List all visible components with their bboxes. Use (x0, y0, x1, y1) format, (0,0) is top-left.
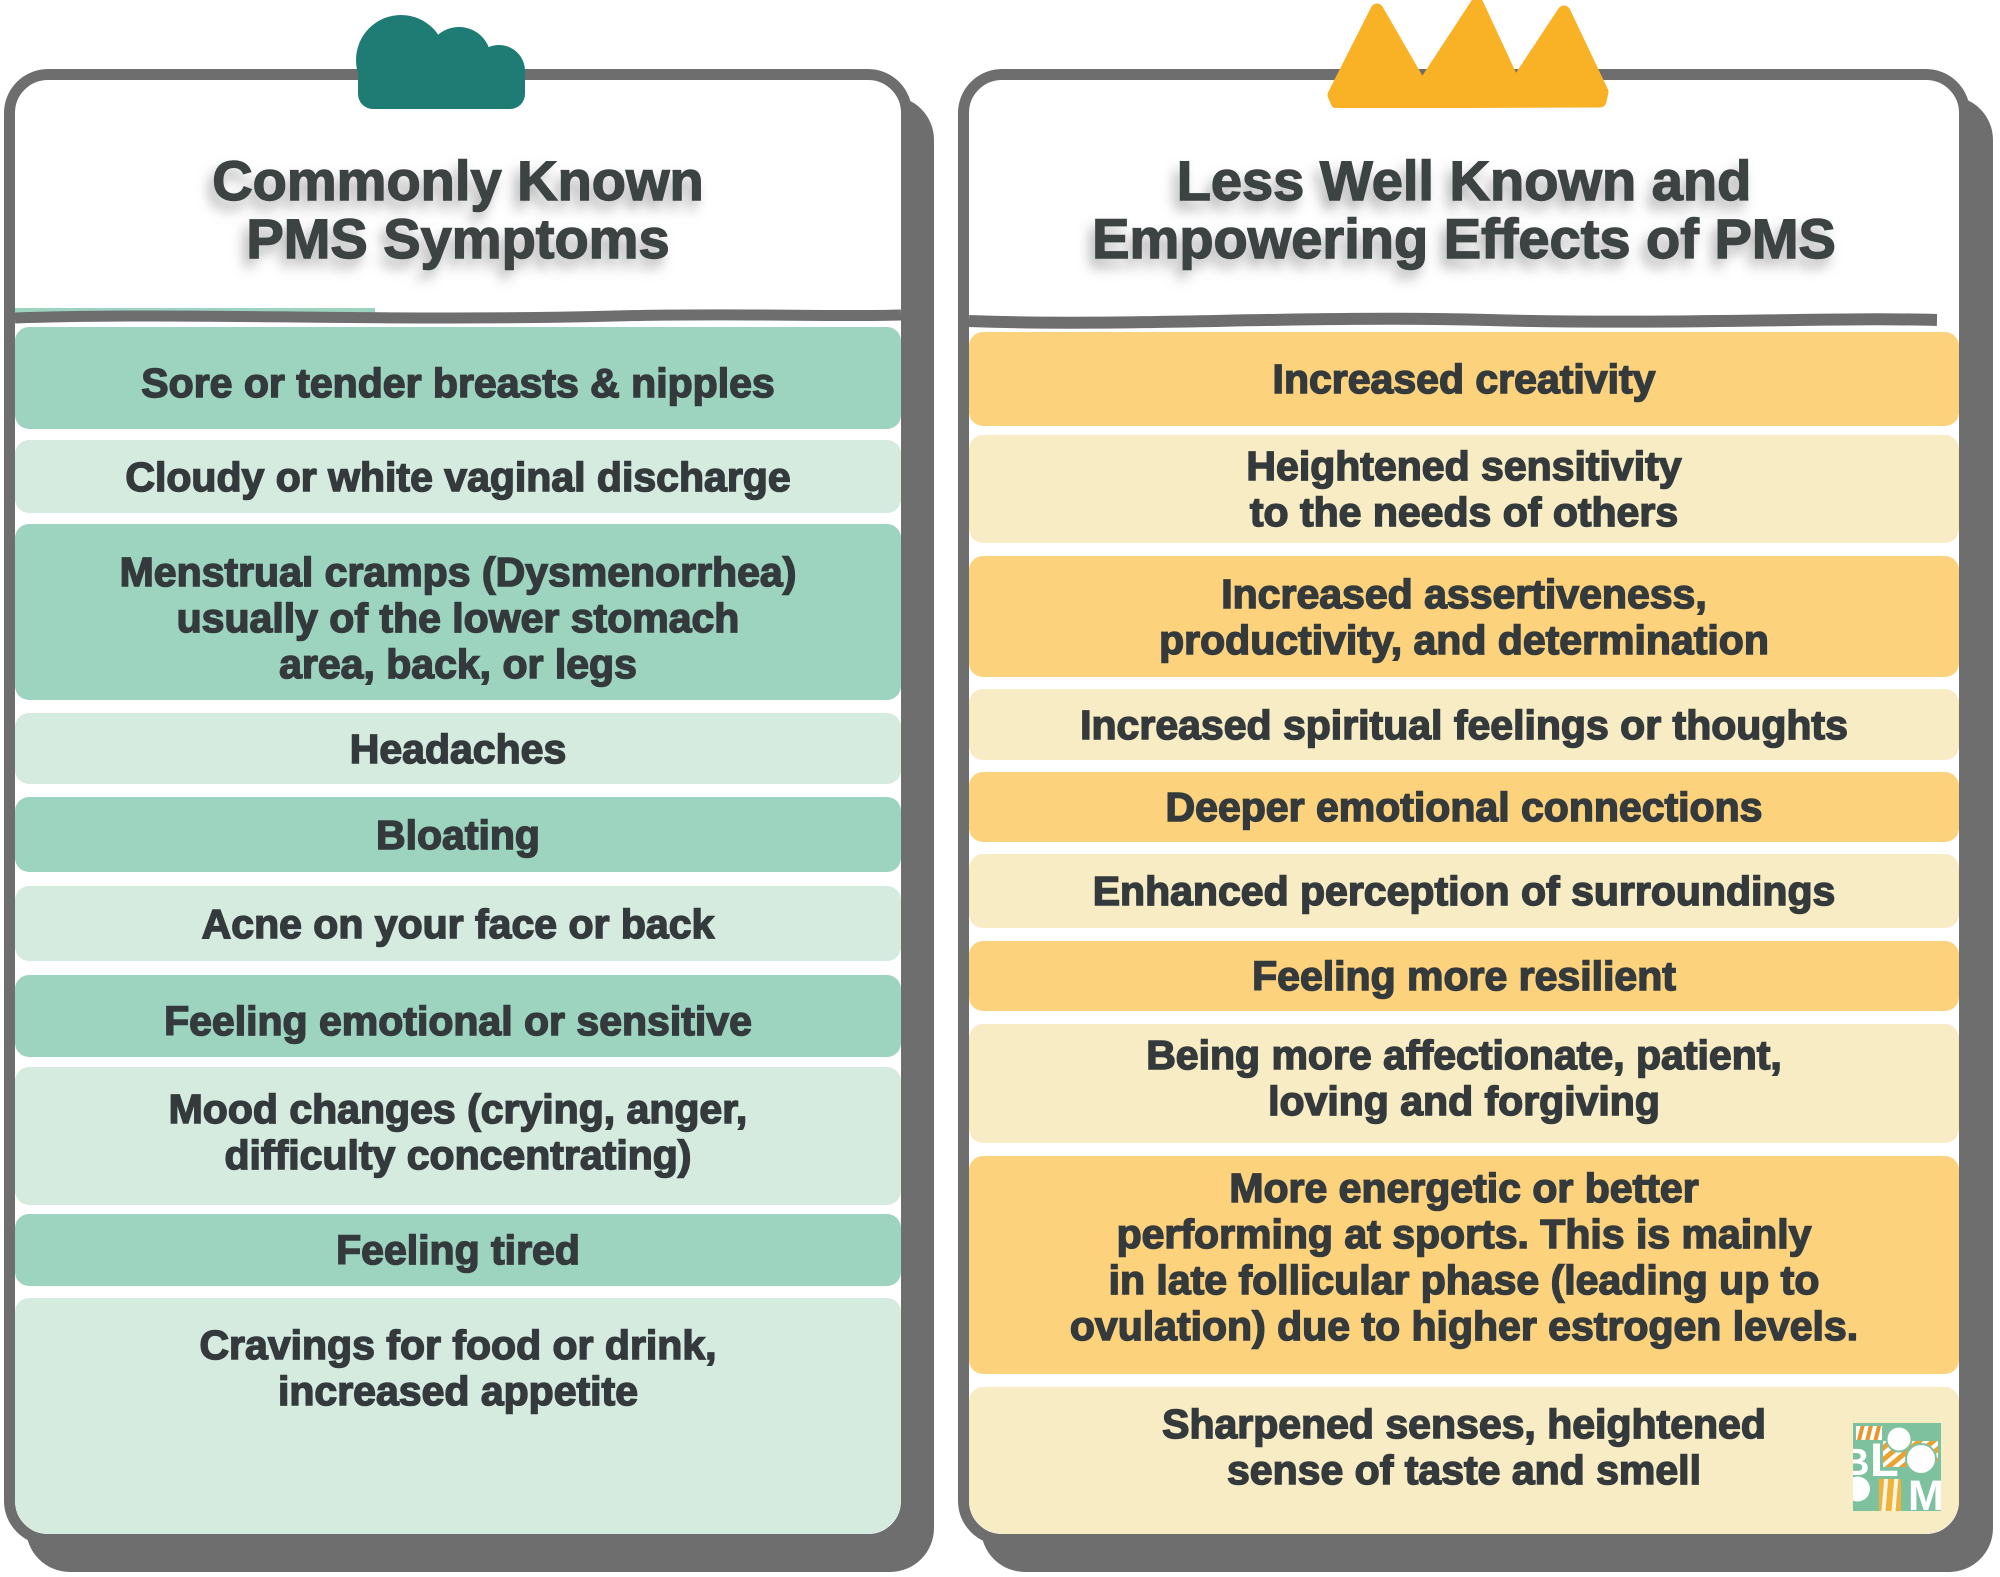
svg-text:B: B (1853, 1442, 1869, 1484)
svg-text:M: M (1908, 1472, 1941, 1511)
